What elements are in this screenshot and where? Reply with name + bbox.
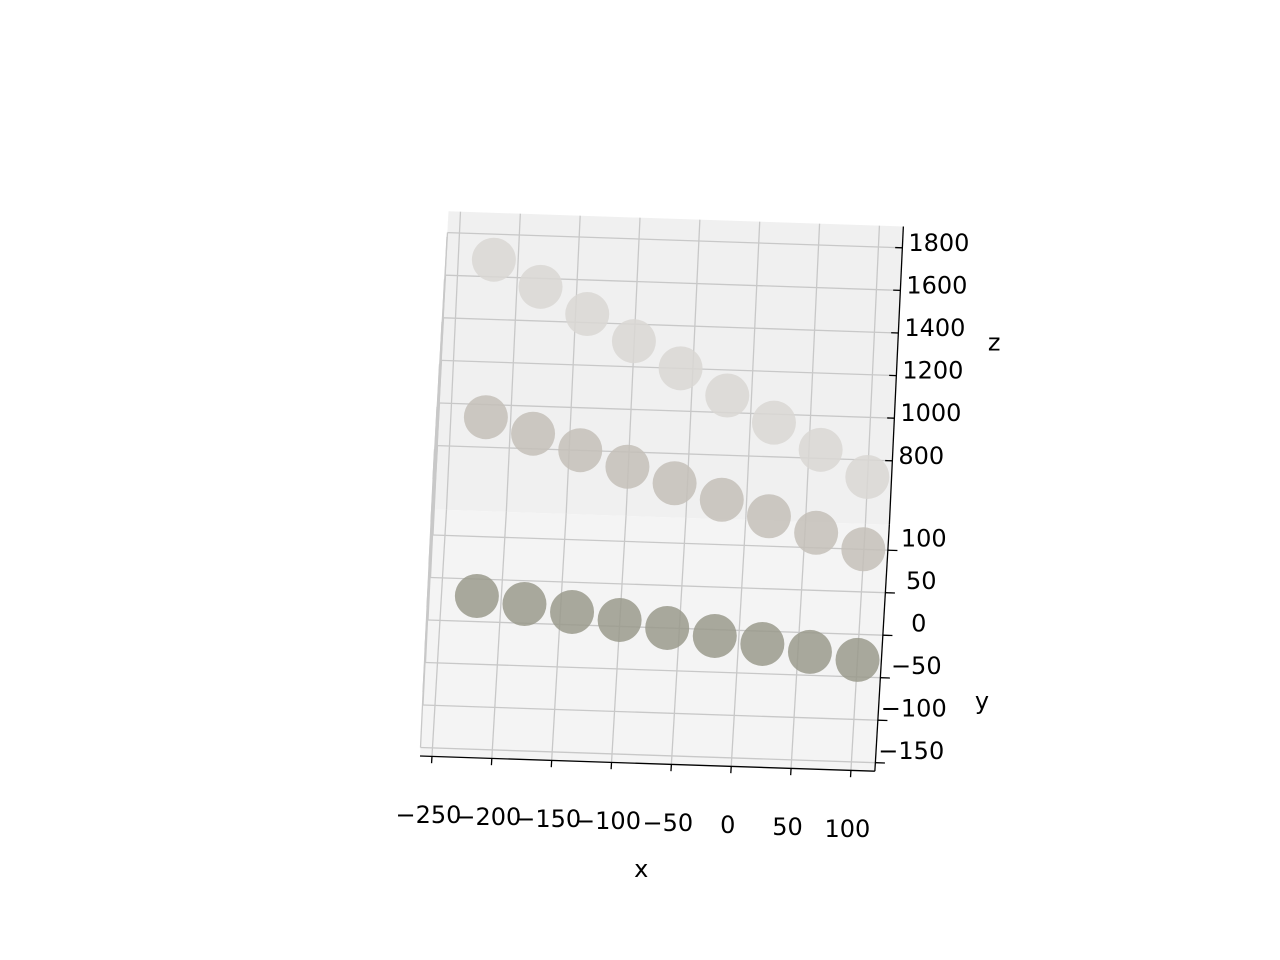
point xyxy=(751,400,796,445)
point xyxy=(454,574,499,618)
point xyxy=(841,527,886,572)
x-tick-label: −100 xyxy=(575,807,641,835)
y-tick-label: −100 xyxy=(881,694,947,722)
point xyxy=(835,637,880,682)
point xyxy=(746,494,791,539)
point xyxy=(611,319,656,364)
grid-line xyxy=(730,519,747,767)
x-tick-label: −250 xyxy=(396,801,462,829)
x-tick-label: −200 xyxy=(455,803,521,831)
z-tick-label: 800 xyxy=(898,442,944,470)
point xyxy=(597,597,642,642)
grid-line xyxy=(430,576,886,594)
point xyxy=(699,477,744,522)
grid-line xyxy=(431,509,448,757)
grid-line xyxy=(491,511,507,759)
y-tick-label: −150 xyxy=(878,737,944,765)
x-tick-label: 0 xyxy=(720,811,735,839)
z-tick-label: 1400 xyxy=(904,314,965,342)
grid-line xyxy=(447,231,903,249)
z-axis-label: z xyxy=(988,329,1001,357)
z-tick-label: 1200 xyxy=(902,357,963,385)
grid-line xyxy=(432,232,449,480)
y-tick-label: 50 xyxy=(906,567,937,595)
grid-line xyxy=(422,704,878,721)
y-tick-label: −50 xyxy=(891,652,942,680)
grid-line xyxy=(420,746,876,764)
point xyxy=(518,264,563,309)
point xyxy=(652,461,697,506)
y-axis-label: y xyxy=(975,687,989,715)
point xyxy=(558,428,603,473)
point xyxy=(798,427,843,472)
point xyxy=(550,589,595,634)
point xyxy=(845,454,890,499)
z-tick-label: 1000 xyxy=(900,399,961,427)
point xyxy=(565,292,610,337)
point xyxy=(471,237,516,282)
x-tick-label: 100 xyxy=(825,815,871,843)
x-tick-label: −150 xyxy=(515,805,581,833)
point xyxy=(658,346,703,391)
y-tick-label: 0 xyxy=(911,609,926,637)
point xyxy=(605,444,650,489)
point xyxy=(502,581,547,626)
point xyxy=(692,613,737,658)
grid-line xyxy=(439,402,895,419)
y-axis xyxy=(874,524,891,772)
z-tick-label: 1600 xyxy=(906,271,967,299)
x-axis-label: x xyxy=(634,855,648,883)
point xyxy=(705,373,750,418)
point xyxy=(787,629,832,674)
x-tick-label: 50 xyxy=(772,813,803,841)
point xyxy=(463,395,508,440)
x-axis xyxy=(419,755,875,772)
point xyxy=(740,621,785,666)
grid-line xyxy=(551,513,567,761)
x-tick-label: −50 xyxy=(643,809,694,837)
grid-line xyxy=(443,317,899,334)
y-tick-label: 100 xyxy=(901,524,947,552)
point xyxy=(511,411,556,456)
point xyxy=(794,510,839,555)
z-tick-label: 1800 xyxy=(908,229,969,257)
grid-line xyxy=(425,661,881,679)
point xyxy=(645,605,690,650)
